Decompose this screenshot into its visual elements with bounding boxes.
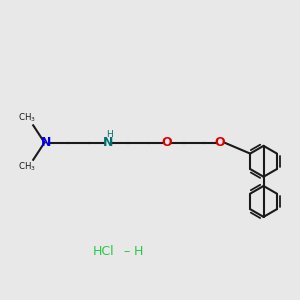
Text: N: N: [41, 136, 52, 149]
Text: H: H: [134, 244, 143, 258]
Text: N: N: [103, 136, 114, 149]
Text: CH$_3$: CH$_3$: [18, 161, 36, 173]
Text: O: O: [215, 136, 226, 149]
Text: HCl: HCl: [93, 244, 115, 258]
Text: O: O: [161, 136, 172, 149]
Text: CH$_3$: CH$_3$: [18, 112, 36, 124]
Text: –: –: [123, 244, 129, 258]
Text: H: H: [106, 130, 113, 139]
